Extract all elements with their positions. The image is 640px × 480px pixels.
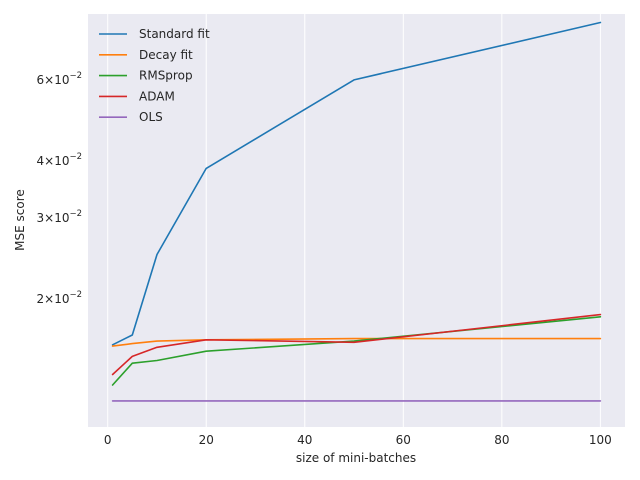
grid xyxy=(107,14,601,427)
y-tick-label: 6×10−2 xyxy=(37,71,83,87)
legend: Standard fit Decay fit RMSprop ADAM OLS xyxy=(99,27,210,124)
legend-label: OLS xyxy=(139,110,163,124)
y-axis-label: MSE score xyxy=(13,189,27,251)
legend-label: ADAM xyxy=(139,89,175,103)
series-line xyxy=(111,21,602,346)
x-axis-label: size of mini-batches xyxy=(296,451,416,465)
series-line xyxy=(111,337,602,347)
legend-label: Standard fit xyxy=(139,27,210,41)
x-tick-label: 60 xyxy=(396,433,411,447)
x-tick-label: 0 xyxy=(104,433,112,447)
x-tick-label: 40 xyxy=(297,433,312,447)
legend-label: RMSprop xyxy=(139,69,193,83)
x-tick-label: 20 xyxy=(199,433,214,447)
x-axis-ticks: 0 20 40 60 80 100 xyxy=(104,433,612,447)
y-tick-label: 4×10−2 xyxy=(37,152,83,168)
series-lines xyxy=(111,21,602,402)
y-tick-label: 3×10−2 xyxy=(37,209,83,225)
x-tick-label: 80 xyxy=(494,433,509,447)
legend-label: Decay fit xyxy=(139,48,193,62)
plot-area xyxy=(88,14,625,427)
x-tick-label: 100 xyxy=(589,433,612,447)
y-axis-ticks: 2×10−2 3×10−2 4×10−2 6×10−2 xyxy=(37,71,83,306)
series-line xyxy=(111,313,602,376)
y-tick-label: 2×10−2 xyxy=(37,290,83,306)
